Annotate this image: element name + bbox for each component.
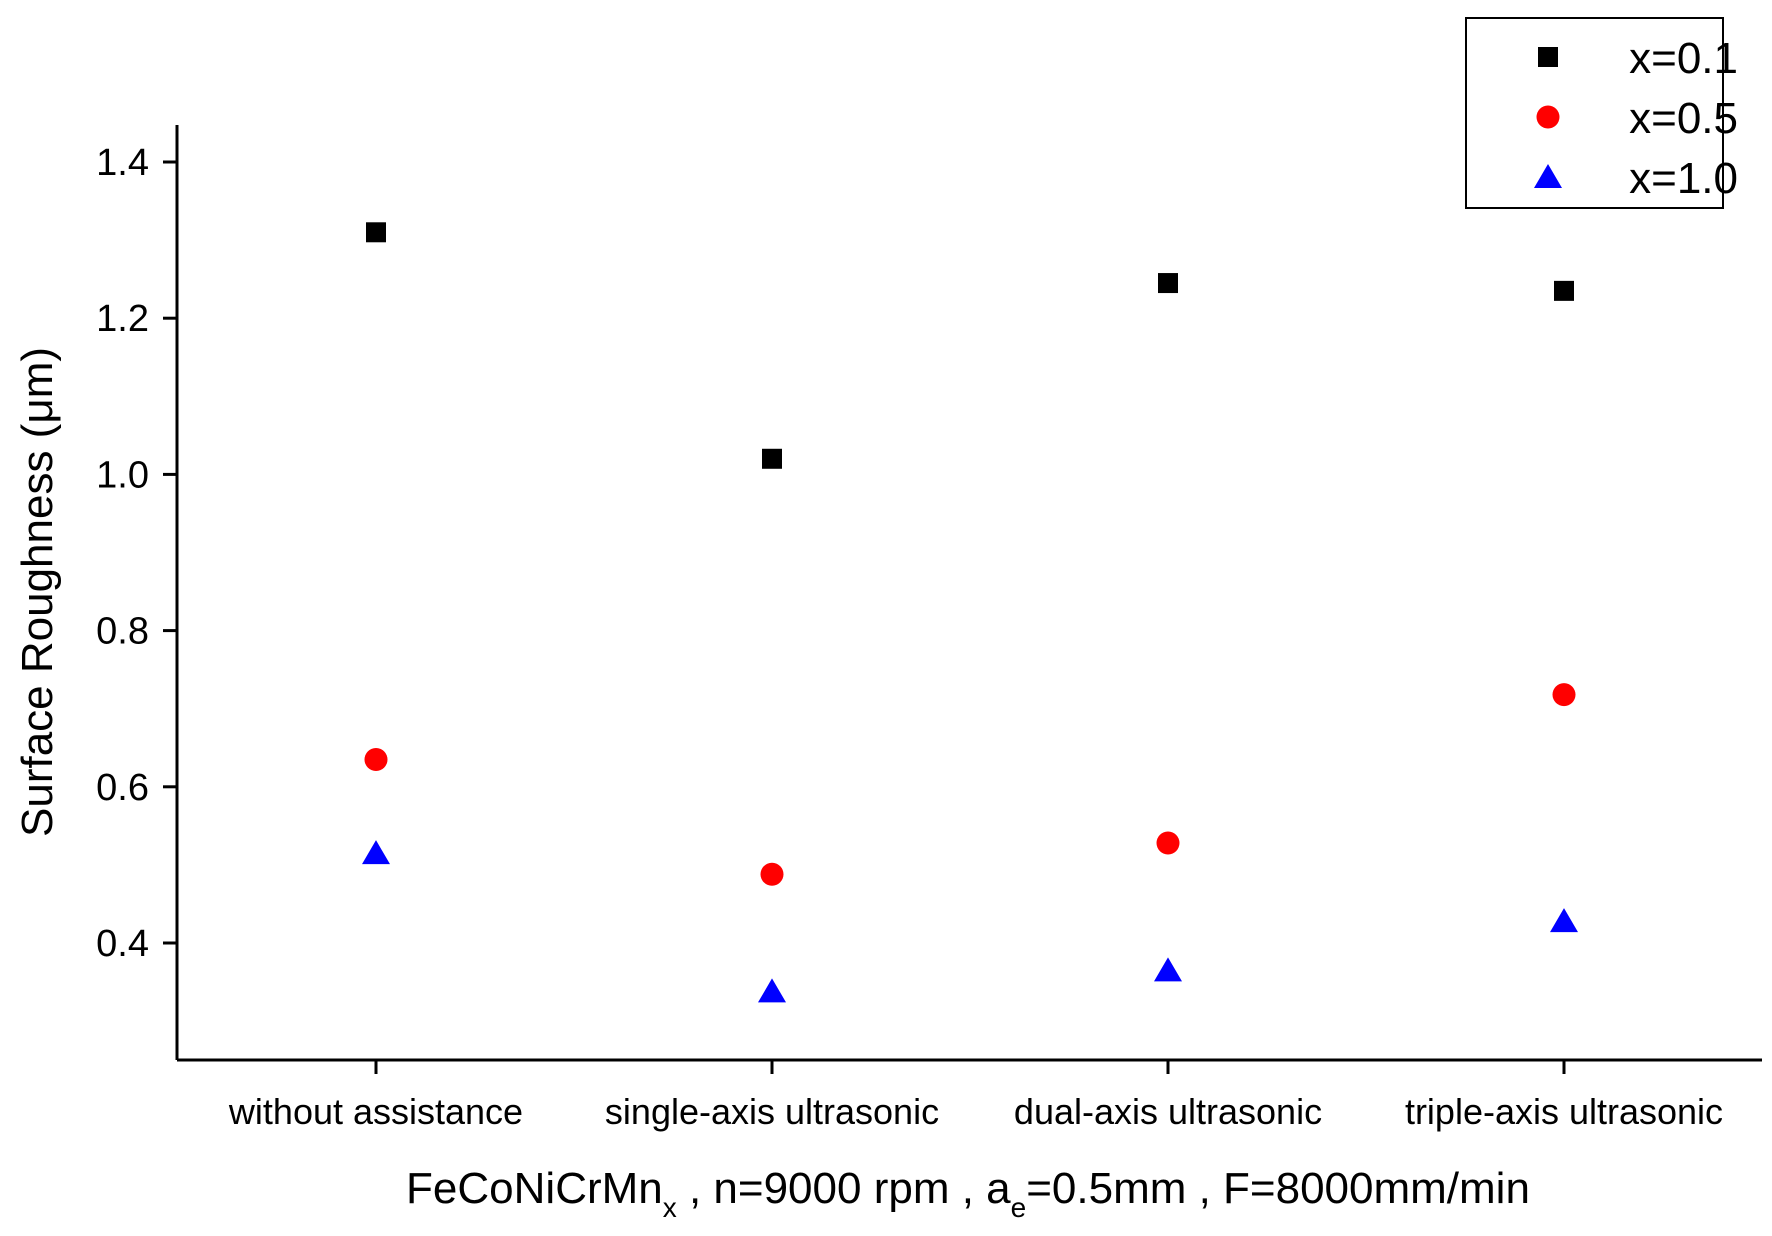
data-point-triangle [758, 978, 786, 1003]
y-tick-label: 0.6 [96, 767, 149, 809]
data-point-square [1554, 280, 1574, 301]
x-axis-title-subscript-e: e [1011, 1192, 1027, 1223]
data-point-triangle [1550, 908, 1578, 933]
y-tick-label: 1.4 [96, 142, 149, 184]
y-axis-title: Surface Roughness (μm) [13, 347, 62, 837]
data-point-circle [760, 862, 784, 886]
x-ticks: without assistance single-axis ultrasonic… [228, 1060, 1723, 1132]
y-tick-label: 0.4 [96, 923, 149, 965]
legend-label: x=0.1 [1629, 34, 1738, 83]
x-axis-title: FeCoNiCrMnx , n=9000 rpm , ae=0.5mm , F=… [406, 1164, 1530, 1223]
x-tick-label: single-axis ultrasonic [605, 1091, 939, 1132]
legend-marker-circle [1536, 105, 1560, 129]
y-tick-label: 0.8 [96, 611, 149, 653]
data-point-circle [1552, 683, 1576, 707]
data-markers [362, 222, 1578, 1003]
legend-marker-triangle [1534, 164, 1562, 188]
x-axis-title-main: FeCoNiCrMn [406, 1164, 663, 1213]
y-tick-label: 1.2 [96, 298, 149, 340]
y-tick-label: 1.0 [96, 454, 149, 496]
x-tick-label: without assistance [228, 1091, 523, 1132]
data-point-square [366, 222, 386, 243]
x-tick-label: triple-axis ultrasonic [1405, 1091, 1723, 1132]
y-ticks: 0.4 0.6 0.8 1.0 1.2 1.4 [96, 142, 177, 965]
data-point-circle [364, 747, 388, 771]
x-tick-label: dual-axis ultrasonic [1014, 1091, 1322, 1132]
data-point-square [1158, 273, 1178, 294]
data-point-circle [1156, 831, 1180, 855]
legend-box [1465, 17, 1724, 209]
legend-label: x=0.5 [1629, 94, 1738, 143]
x-axis-title-subscript-x: x [663, 1192, 677, 1223]
data-point-triangle [1154, 957, 1182, 982]
legend-items: x=0.1 x=0.5 x=1.0 [1534, 34, 1738, 203]
legend-marker-square [1538, 47, 1558, 67]
plot-area: 0.4 0.6 0.8 1.0 1.2 1.4 without assistance sin… [96, 125, 1762, 1132]
x-axis-title-part3: =0.5mm , F=8000mm/min [1026, 1164, 1530, 1213]
data-point-square [762, 448, 782, 469]
legend-label: x=1.0 [1629, 154, 1738, 203]
data-point-triangle [362, 840, 390, 865]
x-axis-title-part2: , n=9000 rpm , a [677, 1164, 1011, 1213]
legend: x=0.1 x=0.5 x=1.0 [1465, 17, 1738, 209]
